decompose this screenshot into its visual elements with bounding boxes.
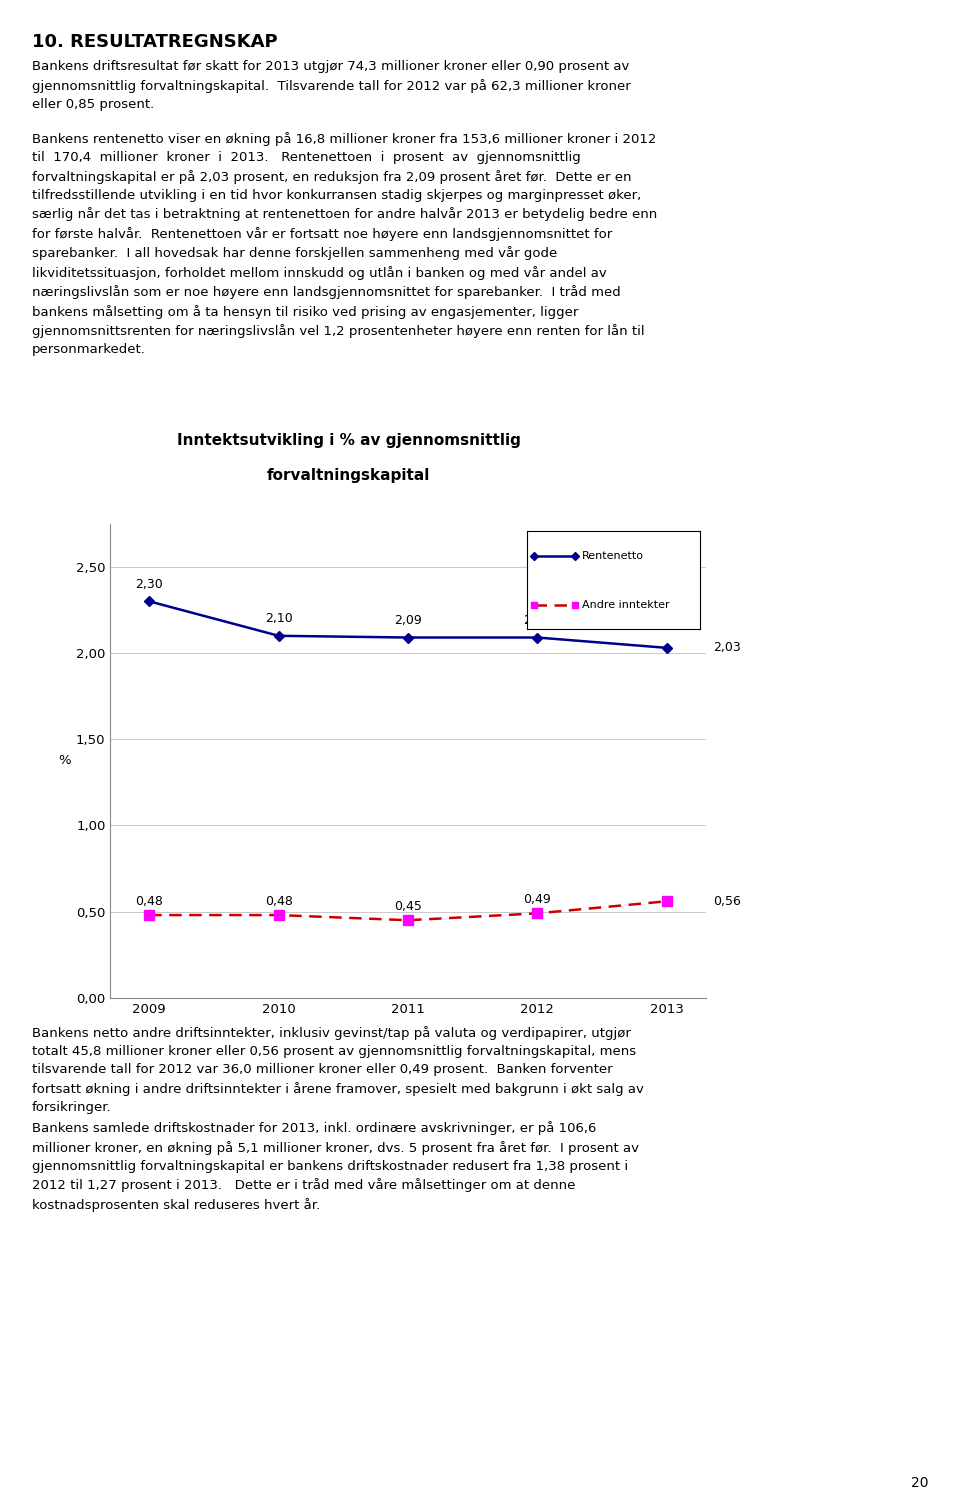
- Text: 10. RESULTATREGNSKAP: 10. RESULTATREGNSKAP: [32, 33, 277, 51]
- Text: 2,03: 2,03: [713, 641, 741, 655]
- Text: forvaltningskapital: forvaltningskapital: [267, 468, 430, 483]
- Text: Rentenetto: Rentenetto: [583, 551, 644, 561]
- Text: Andre inntekter: Andre inntekter: [583, 599, 670, 610]
- Text: 2,09: 2,09: [395, 614, 421, 628]
- Text: Bankens samlede driftskostnader for 2013, inkl. ordinære avskrivninger, er på 10: Bankens samlede driftskostnader for 2013…: [32, 1121, 638, 1212]
- Text: 0,48: 0,48: [265, 895, 293, 908]
- Text: 0,48: 0,48: [135, 895, 163, 908]
- Text: 0,56: 0,56: [713, 895, 741, 908]
- Text: 2,10: 2,10: [265, 613, 293, 626]
- Text: Bankens driftsresultat før skatt for 2013 utgjør 74,3 millioner kroner eller 0,9: Bankens driftsresultat før skatt for 201…: [32, 60, 631, 111]
- Text: Bankens rentenetto viser en økning på 16,8 millioner kroner fra 153,6 millioner : Bankens rentenetto viser en økning på 16…: [32, 132, 657, 357]
- Text: 0,49: 0,49: [523, 894, 551, 906]
- Y-axis label: %: %: [59, 754, 71, 768]
- Text: Bankens netto andre driftsinntekter, inklusiv gevinst/tap på valuta og verdipapi: Bankens netto andre driftsinntekter, ink…: [32, 1026, 643, 1114]
- Text: 2,30: 2,30: [135, 578, 163, 591]
- Text: Inntektsutvikling i % av gjennomsnittlig: Inntektsutvikling i % av gjennomsnittlig: [177, 433, 520, 448]
- Text: 20: 20: [911, 1476, 928, 1490]
- Text: 2,09: 2,09: [523, 614, 551, 628]
- Text: 0,45: 0,45: [394, 900, 422, 914]
